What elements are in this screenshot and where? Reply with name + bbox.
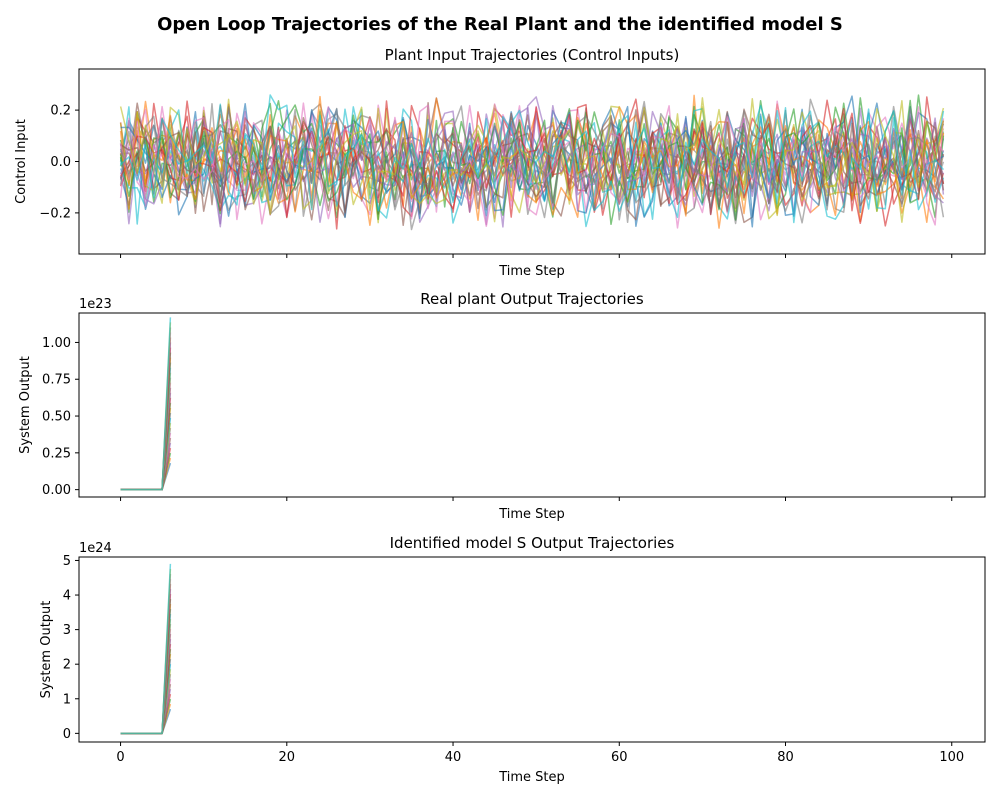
subplot-title: Real plant Output Trajectories xyxy=(420,290,644,308)
y-tick-label: 0.2 xyxy=(50,104,71,119)
series-line-29 xyxy=(119,98,945,223)
x-tick-label: 60 xyxy=(611,750,628,765)
y-offset-label: 1e23 xyxy=(79,297,112,312)
x-tick-label: 20 xyxy=(279,750,296,765)
series-group xyxy=(120,317,172,491)
series-line-30 xyxy=(120,94,944,220)
x-tick-label: 0 xyxy=(116,750,124,765)
y-tick-label: 4 xyxy=(63,589,71,604)
y-axis-label: System Output xyxy=(39,601,54,699)
y-tick-label: 3 xyxy=(63,623,71,638)
x-axis-label: Time Step xyxy=(498,770,565,785)
y-tick-label: 0.0 xyxy=(50,155,71,170)
y-axis-label: System Output xyxy=(18,356,33,454)
series-line-26 xyxy=(120,108,945,221)
y-axis-label: Control Input xyxy=(14,119,29,204)
subplot-title: Identified model S Output Trajectories xyxy=(390,534,675,552)
y-tick-label: 5 xyxy=(63,554,71,569)
series-line-30 xyxy=(120,563,172,735)
x-tick-label: 40 xyxy=(445,750,462,765)
series-line-30 xyxy=(120,317,172,491)
series-line-27 xyxy=(119,104,945,229)
y-tick-label: 1.00 xyxy=(42,336,71,351)
y-offset-label: 1e24 xyxy=(79,541,112,556)
y-tick-label: 0.50 xyxy=(42,410,71,425)
y-tick-label: 0 xyxy=(63,727,71,742)
series-line-28 xyxy=(119,107,945,224)
series-group xyxy=(119,94,945,231)
axes-frame xyxy=(78,312,986,498)
y-tick-label: 0.75 xyxy=(42,373,71,388)
y-tick-label: 0.00 xyxy=(42,483,71,498)
y-tick-label: −0.2 xyxy=(39,206,71,221)
subplot-title: Plant Input Trajectories (Control Inputs… xyxy=(385,46,680,64)
y-tick-label: 1 xyxy=(63,692,71,707)
x-tick-label: 100 xyxy=(939,750,964,765)
axes-frame xyxy=(78,556,986,743)
y-tick-label: 2 xyxy=(63,658,71,673)
subplot-2: 0.00 0.25 0.50 0.75 1.00 1e23 Real plant Outpu… xyxy=(18,290,986,522)
series-line-22 xyxy=(119,95,945,229)
subplot-1: −0.2 0.0 0.2 Plant Input Trajectories (Cont… xyxy=(14,46,986,279)
y-tick-label: 0.25 xyxy=(42,446,71,461)
figure-suptitle: Open Loop Trajectories of the Real Plant… xyxy=(157,14,843,35)
x-tick-label: 80 xyxy=(777,750,794,765)
series-line-17 xyxy=(119,100,944,221)
x-axis-label: Time Step xyxy=(498,507,565,522)
series-group xyxy=(120,563,172,735)
x-axis-label: Time Step xyxy=(498,264,565,279)
subplot-3: 0 20 40 60 80 100 0 1 2 3 4 5 1e24 Identified model S… xyxy=(39,534,986,785)
